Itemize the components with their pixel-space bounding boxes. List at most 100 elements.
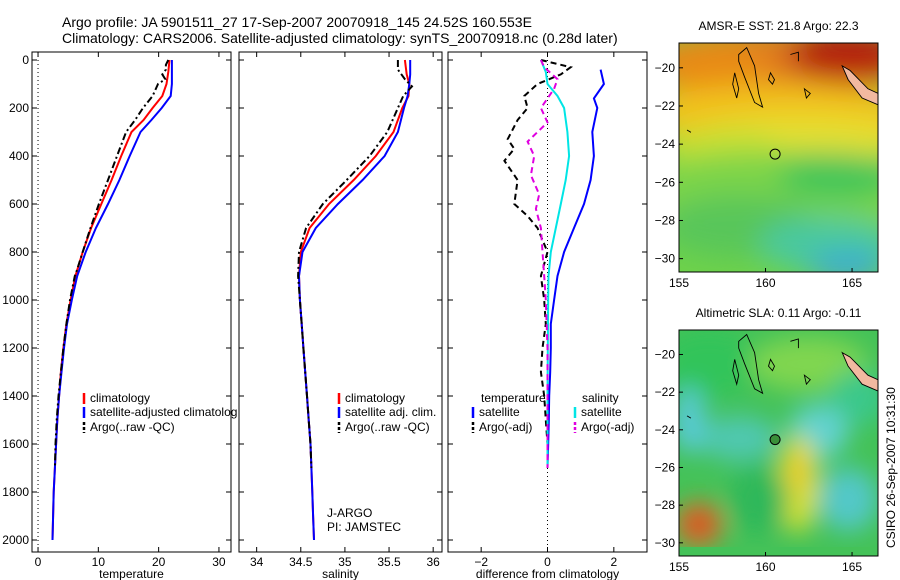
series-satellite (51, 60, 173, 541)
coastline (686, 129, 692, 133)
title-line2: Climatology: CARS2006. Satellite-adjuste… (62, 30, 618, 46)
legend-label: climatology (345, 391, 405, 405)
y-tick-label: 200 (9, 101, 29, 115)
legend-label: Argo(..raw -QC) (90, 420, 175, 434)
title-line1: Argo profile: JA 5901511_27 17-Sep-2007 … (62, 14, 532, 30)
x-tick-label: 35 (338, 555, 352, 569)
map-y-tick-label: −22 (655, 385, 676, 399)
series-argo (297, 60, 414, 469)
legend-header-salinity: salinity (582, 391, 619, 405)
argo-position-marker (769, 148, 781, 160)
map-blob (808, 253, 878, 272)
coastline (841, 64, 878, 106)
map-title: Altimetric SLA: 0.11 Argo: -0.11 (696, 306, 862, 320)
coastline (767, 358, 776, 372)
x-axis-label: temperature (99, 567, 164, 580)
coastline (803, 374, 811, 386)
axes-frame (238, 51, 443, 553)
map-blob (686, 513, 711, 536)
map-x-tick-label: 165 (842, 276, 862, 290)
legend-label: Argo(-adj) (581, 420, 634, 434)
legend-label: climatology (90, 391, 150, 405)
map-blob (728, 465, 789, 534)
coastline (732, 72, 740, 99)
map-y-tick-label: −30 (655, 536, 676, 550)
map-x-tick-label: 160 (756, 560, 776, 574)
x-tick-label: 34 (250, 555, 264, 569)
map-blob (788, 447, 809, 493)
x-tick-label: 10 (92, 555, 106, 569)
map-frame (678, 42, 879, 273)
x-tick-label: 20 (152, 555, 166, 569)
y-tick-label: 800 (9, 245, 29, 259)
map-y-tick-label: −30 (655, 252, 676, 266)
map-y-tick-label: −28 (655, 213, 676, 227)
legend-label: satellite adj. clim. (345, 405, 436, 419)
coastline (790, 338, 799, 349)
coastline (803, 87, 811, 99)
coastline (767, 71, 776, 86)
altimetric-sla-map: Altimetric SLA: 0.11 Argo: -0.11 155 160 16… (655, 306, 879, 574)
annotation-line1: J-ARGO (327, 506, 372, 520)
y-tick-label: 2000 (2, 533, 29, 547)
x-tick-label: 2 (610, 555, 617, 569)
legend-label: satellite (581, 405, 622, 419)
map-y-tick-label: −20 (655, 61, 676, 75)
map-y-tick-label: −24 (655, 137, 676, 151)
map-y-tick-label: −26 (655, 175, 676, 189)
coastline (732, 359, 740, 386)
y-tick-label: 600 (9, 197, 29, 211)
coastline (790, 51, 799, 62)
series-salinity-argo (526, 59, 559, 468)
series-salinity-satellite (539, 59, 571, 468)
legend-label: Argo(..raw -QC) (345, 420, 430, 434)
map-field (679, 43, 878, 272)
map-blob (679, 386, 705, 455)
legend-header-temperature: temperature (481, 391, 546, 405)
x-tick-label: 35.5 (377, 555, 401, 569)
legend-label: satellite-adjusted climatolog (90, 405, 237, 419)
x-tick-label: 0 (544, 555, 551, 569)
map-x-tick-label: 160 (756, 276, 776, 290)
amsr-sst-map: AMSR-E SST: 21.8 Argo: 22.3 155 160 165 −20 −… (655, 19, 879, 290)
argo-position-marker (769, 434, 781, 446)
map-blob (778, 152, 878, 199)
coastline (686, 415, 692, 419)
map-x-tick-label: 155 (669, 560, 689, 574)
x-axis-label: difference from climatology (476, 567, 619, 580)
map-blob (748, 336, 869, 392)
x-tick-label: 30 (212, 555, 226, 569)
x-tick-label: −2 (474, 555, 488, 569)
legend-label: satellite (479, 405, 520, 419)
map-blob (788, 43, 878, 82)
map-title: AMSR-E SST: 21.8 Argo: 22.3 (698, 19, 858, 33)
map-x-tick-label: 155 (669, 276, 689, 290)
x-axis-label: salinity (322, 567, 359, 580)
y-tick-label: 1000 (2, 293, 29, 307)
temperature-profile-panel: 0 10 20 30 temperature 0 200 400 600 800 1000 1200 1… (2, 51, 237, 580)
map-y-tick-label: −26 (655, 460, 676, 474)
y-tick-label: 1200 (2, 341, 29, 355)
salinity-profile-panel: 34 34.5 35 35.5 36 salinity climatologysatelli… (238, 51, 443, 580)
map-frame (678, 329, 879, 557)
coastline (841, 351, 878, 392)
map-y-tick-label: −24 (655, 423, 676, 437)
series-temperature-satellite (546, 69, 605, 469)
coastline (738, 333, 764, 395)
annotation-line2: PI: JAMSTEC (327, 520, 401, 534)
map-x-tick-label: 165 (842, 560, 862, 574)
map-color-field (679, 43, 878, 272)
series-temperature-argo (503, 59, 574, 468)
x-tick-label: 0 (35, 555, 42, 569)
x-tick-label: 36 (426, 555, 440, 569)
axes-frame (31, 51, 232, 553)
y-tick-label: 1800 (2, 485, 29, 499)
series-argo (53, 59, 170, 469)
x-tick-label: 34.5 (289, 555, 313, 569)
y-tick-label: 0 (22, 53, 29, 67)
map-blob (818, 467, 878, 532)
y-tick-label: 1600 (2, 437, 29, 451)
legend-label: Argo(-adj) (479, 420, 532, 434)
